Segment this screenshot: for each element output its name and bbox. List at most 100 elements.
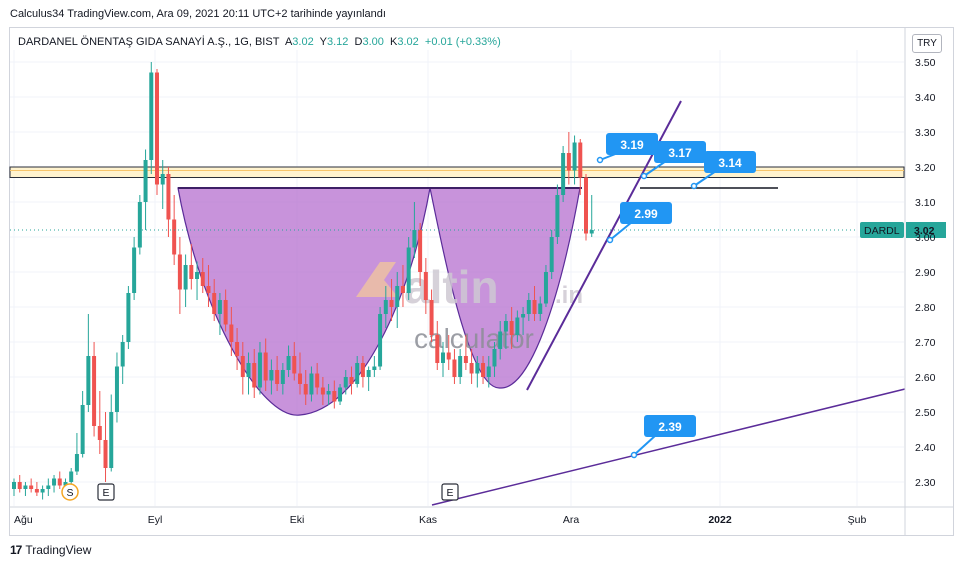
candle-body <box>189 265 194 279</box>
candle <box>80 391 85 458</box>
callout-box <box>620 202 672 224</box>
candle-body <box>383 300 388 314</box>
candle-body <box>166 174 171 220</box>
candle <box>46 478 51 496</box>
watermark-suffix: .in <box>555 282 583 309</box>
candle <box>240 342 245 395</box>
candle-body <box>332 391 337 402</box>
callout-label: 3.17 <box>668 146 692 160</box>
candle-body <box>92 356 97 426</box>
candle <box>360 356 365 388</box>
candle <box>12 478 16 496</box>
candle <box>429 289 434 342</box>
candle-body <box>486 366 491 377</box>
y-tick-label: 2.50 <box>915 407 936 419</box>
y-tick-label: 3.50 <box>915 57 936 69</box>
candle-body <box>80 405 85 454</box>
candle <box>114 352 119 423</box>
candle-body <box>195 272 200 279</box>
candle-body <box>303 384 308 395</box>
footer-brand: TradingView <box>25 543 92 557</box>
legend-close-label: K <box>390 36 398 48</box>
annotation-callout: 2.99 <box>606 202 672 244</box>
candle <box>160 160 165 209</box>
callout-label: 3.19 <box>620 138 644 152</box>
chart-frame <box>9 27 954 536</box>
candle-body <box>212 293 217 314</box>
candle <box>303 370 308 405</box>
candle-body <box>503 321 508 332</box>
candle-body <box>97 426 102 440</box>
candle <box>441 342 445 377</box>
tradingview-logo-icon: 17 <box>10 543 22 557</box>
candle <box>309 366 314 402</box>
candle <box>521 307 526 335</box>
candle-body <box>463 356 468 363</box>
price-tag-value: 3.02 <box>914 225 935 237</box>
callout-box <box>644 415 696 437</box>
candle-body <box>469 363 474 374</box>
candle <box>383 286 388 328</box>
y-tick-label: 2.30 <box>915 477 936 489</box>
candle-body <box>132 247 137 293</box>
candle-body <box>17 482 22 489</box>
candle <box>332 380 337 409</box>
x-tick-label: Eyl <box>148 514 163 526</box>
candle-body <box>120 342 125 367</box>
candle <box>143 149 148 230</box>
candle-body <box>57 478 62 486</box>
candle-body <box>155 72 159 185</box>
y-tick-label: 3.10 <box>915 197 936 209</box>
candle <box>34 482 39 496</box>
legend-high-value: 3.12 <box>326 36 349 48</box>
candle-body <box>269 370 274 381</box>
candle-body <box>275 370 280 384</box>
candle-body <box>315 373 320 388</box>
candle <box>475 356 480 388</box>
callout-pointer <box>643 160 667 177</box>
watermark-sub: calculator <box>414 323 534 354</box>
x-tick-label: Şub <box>848 514 867 526</box>
candle-body <box>223 300 228 325</box>
candle-body <box>52 478 57 486</box>
candle-body <box>320 387 325 395</box>
event-marker: E <box>97 483 115 501</box>
candle <box>515 310 520 342</box>
callout-label: 3.14 <box>718 156 742 170</box>
candle <box>40 485 45 500</box>
candle-body <box>46 485 51 489</box>
candle <box>326 384 331 405</box>
candle-body <box>114 366 119 412</box>
candle-body <box>343 377 348 388</box>
candle-body <box>86 356 91 405</box>
event-marker-label: S <box>66 487 73 499</box>
candle-body <box>298 373 302 384</box>
price-tag-value-bg <box>906 222 946 238</box>
callout-pointer <box>693 170 717 187</box>
long-trendline <box>431 388 906 506</box>
candle <box>103 412 108 482</box>
candle <box>481 356 486 384</box>
candle <box>395 272 400 328</box>
candle-body <box>34 489 39 493</box>
candle <box>92 342 97 437</box>
candle <box>532 286 537 321</box>
x-tick-label: Ara <box>563 514 580 526</box>
candle-body <box>200 272 205 286</box>
legend-high-label: Y <box>319 36 327 48</box>
candle <box>366 366 371 391</box>
earnings-marker-icon <box>441 483 459 501</box>
candle-body <box>378 314 383 367</box>
candle-body <box>252 363 257 388</box>
candle <box>126 286 131 349</box>
callout-pointer <box>633 434 657 456</box>
candle-body <box>406 247 411 293</box>
candle-body <box>475 363 480 374</box>
candle-body <box>584 177 588 234</box>
candle-body <box>229 324 234 342</box>
y-tick-label: 2.60 <box>915 372 936 384</box>
candle <box>280 363 285 395</box>
currency-button[interactable]: TRY <box>912 34 942 53</box>
candle-body <box>217 300 222 314</box>
